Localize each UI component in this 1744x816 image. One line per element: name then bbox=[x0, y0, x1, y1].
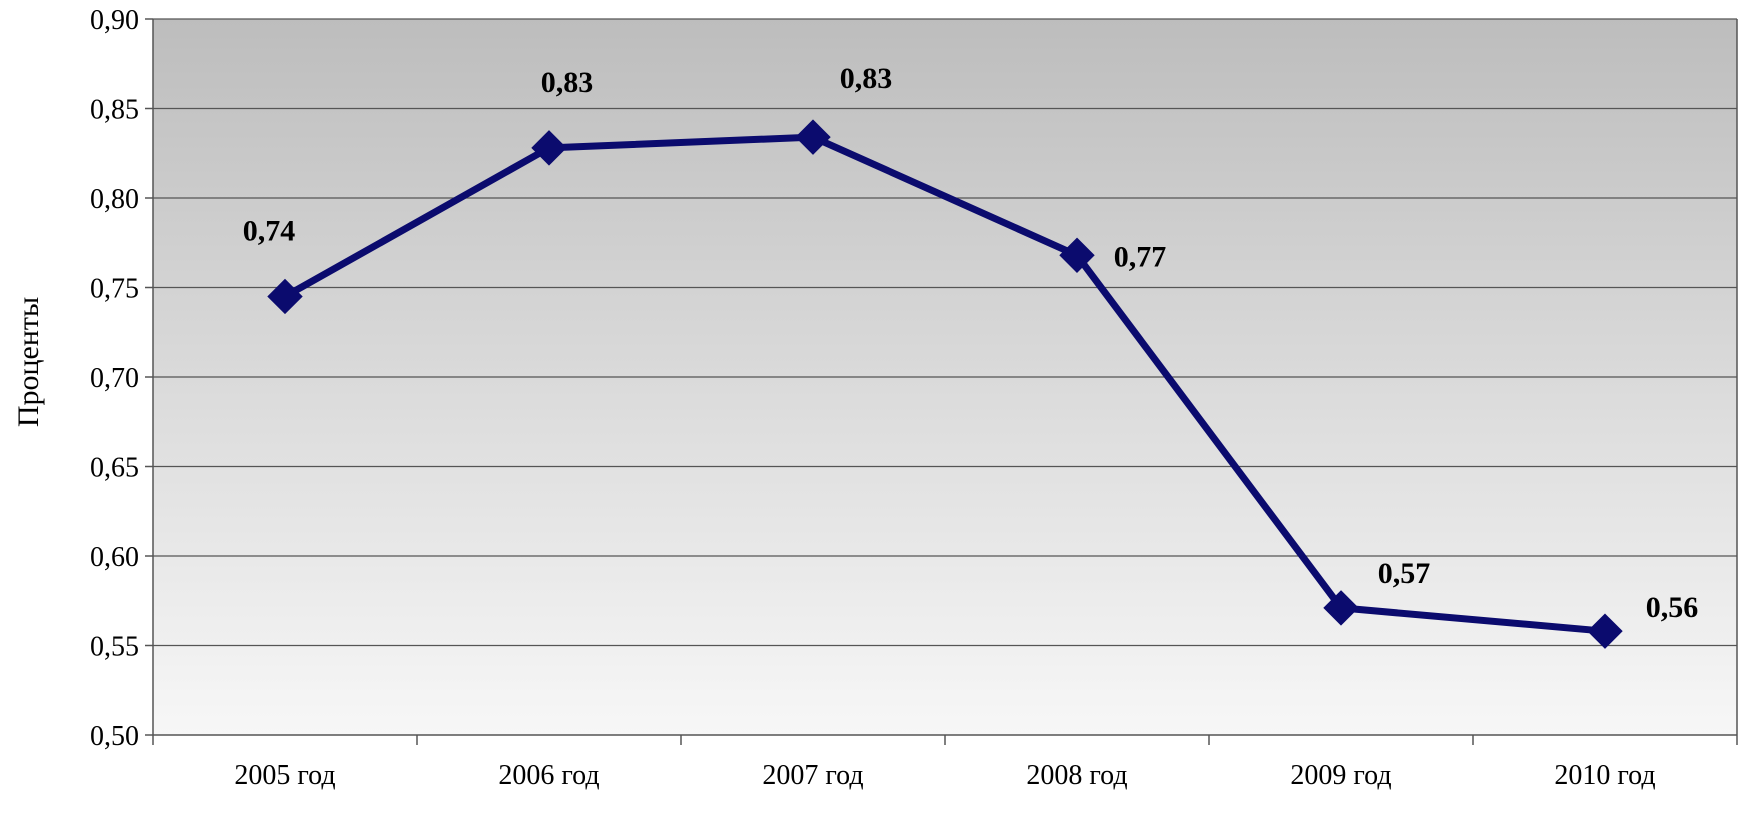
y-tick-labels: 0,50 0,55 0,60 0,65 0,70 0,75 0,80 0,85 0,90 bbox=[90, 5, 139, 752]
x-tick-label: 2007 год bbox=[762, 760, 863, 791]
x-tick-label: 2005 год bbox=[234, 760, 335, 791]
data-point-marker bbox=[795, 119, 831, 155]
y-tick-label: 0,60 bbox=[90, 542, 139, 573]
y-tick-label: 0,90 bbox=[90, 5, 139, 36]
data-label: 0,83 bbox=[840, 62, 893, 95]
y-tick-label: 0,80 bbox=[90, 184, 139, 215]
data-labels: 0,74 0,83 0,83 0,77 0,57 0,56 bbox=[243, 62, 1699, 624]
y-tick-label: 0,75 bbox=[90, 274, 139, 305]
data-point-marker bbox=[531, 130, 567, 166]
x-tick-label: 2010 год bbox=[1554, 760, 1655, 791]
series-line bbox=[283, 133, 1606, 635]
y-tick-label: 0,50 bbox=[90, 721, 139, 752]
data-label: 0,77 bbox=[1114, 240, 1167, 273]
data-label: 0,56 bbox=[1646, 591, 1699, 624]
data-point-marker bbox=[1059, 237, 1095, 273]
data-label: 0,83 bbox=[541, 66, 594, 99]
series-line-path bbox=[283, 133, 1606, 635]
axes bbox=[145, 18, 1738, 745]
x-tick-label: 2008 год bbox=[1026, 760, 1127, 791]
y-tick-label: 0,85 bbox=[90, 95, 139, 126]
x-tick-label: 2009 год bbox=[1290, 760, 1391, 791]
y-tick-label: 0,65 bbox=[90, 453, 139, 484]
data-label: 0,74 bbox=[243, 214, 296, 247]
x-tick-labels: 2005 год 2006 год 2007 год 2008 год 2009 год… bbox=[234, 760, 1655, 791]
y-tick-label: 0,70 bbox=[90, 363, 139, 394]
data-point-marker bbox=[1587, 613, 1623, 649]
y-axis-label: Проценты bbox=[12, 297, 45, 427]
data-point-marker bbox=[1323, 590, 1359, 626]
series-markers bbox=[267, 119, 1623, 649]
data-label: 0,57 bbox=[1378, 557, 1431, 590]
y-tick-label: 0,55 bbox=[90, 632, 139, 663]
x-tick-label: 2006 год bbox=[498, 760, 599, 791]
data-point-marker bbox=[267, 278, 303, 315]
